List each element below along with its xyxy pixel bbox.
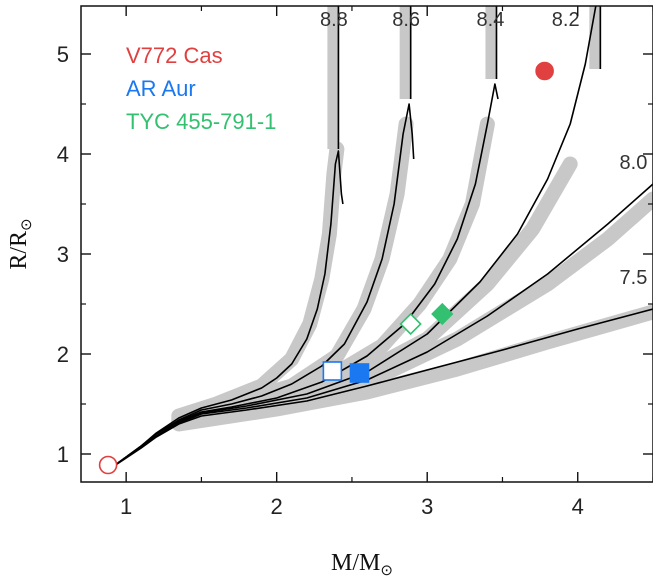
isochrone-line-8.0	[110, 183, 653, 469]
legend-entry-1: AR Aur	[126, 76, 196, 101]
x-tick-label-1: 2	[271, 494, 283, 519]
isochrone-label-7.5: 7.5	[620, 267, 648, 289]
legend: V772 Cas AR Aur TYC 455-791-1	[126, 43, 276, 134]
axis-ticks: 1 2 3 4 1 2 3 4 5	[57, 6, 653, 519]
x-tick-label-3: 4	[572, 494, 584, 519]
isochrone-labels: 8.8 8.6 8.4 8.2 8.0 7.5	[320, 9, 647, 289]
isochrone-line-8.4	[110, 83, 499, 469]
legend-entry-0: V772 Cas	[126, 43, 223, 68]
isochrone-label-8.8: 8.8	[320, 9, 348, 31]
marker-primary-2	[431, 302, 454, 326]
marker-primary-0	[535, 61, 554, 81]
y-tick-label-2: 3	[57, 242, 69, 267]
isochrone-label-8.2: 8.2	[552, 9, 580, 31]
legend-entry-2: TYC 455-791-1	[126, 109, 276, 134]
marker-secondary-0	[98, 455, 118, 475]
marker-secondary-1	[322, 361, 343, 381]
isochrone-label-8.6: 8.6	[392, 9, 420, 31]
y-tick-label-3: 4	[57, 142, 69, 167]
isochrone-label-8.0: 8.0	[620, 152, 648, 174]
x-tick-label-2: 3	[421, 494, 433, 519]
uncertainty-bands	[171, 6, 653, 432]
plot-frame	[80, 5, 653, 483]
y-tick-label-0: 1	[57, 442, 69, 467]
y-tick-label-4: 5	[57, 42, 69, 67]
x-axis-title: M/M⊙	[331, 550, 393, 579]
isochrone-line-7.5	[110, 308, 653, 469]
y-axis-title: R/R⊙	[6, 218, 35, 269]
marker-primary-1	[349, 363, 370, 383]
star-markers	[98, 61, 554, 475]
y-tick-label-1: 2	[57, 342, 69, 367]
band-5	[171, 304, 653, 432]
x-tick-label-0: 1	[120, 494, 132, 519]
isochrone-label-8.4: 8.4	[477, 9, 505, 31]
marker-secondary-2	[399, 312, 422, 336]
isochrone-lines	[110, 6, 653, 469]
